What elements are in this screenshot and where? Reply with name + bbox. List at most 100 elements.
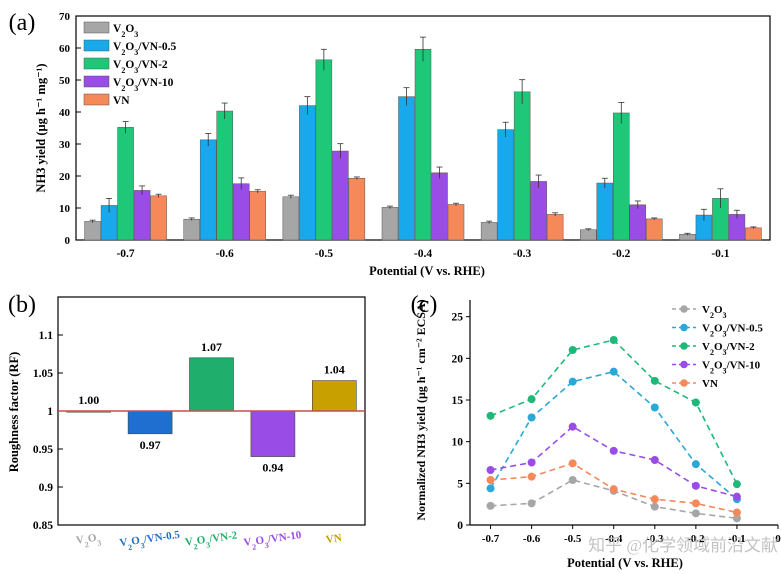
data-point-c [527, 458, 536, 467]
value-label-b: 1.00 [78, 393, 99, 407]
bar-a [530, 181, 547, 241]
data-point-c [691, 460, 700, 469]
data-point-c [732, 508, 741, 517]
data-point-c [568, 422, 577, 431]
bar-a [381, 207, 399, 241]
x-tick-label-a: -0.2 [612, 248, 630, 260]
data-point-c [650, 456, 659, 464]
bar-a [232, 183, 250, 241]
bar-a [480, 222, 498, 241]
x-tick-label-a: -0.3 [513, 248, 531, 260]
data-point-c [732, 492, 741, 501]
x-tick-label-c: -0.4 [605, 533, 623, 545]
x-tick-label-a: -0.1 [711, 248, 729, 260]
y-tick-label-b: 1.1 [39, 330, 54, 342]
bar-a [199, 139, 217, 241]
x-tick-label-c: -0.5 [564, 533, 582, 545]
data-point-c [732, 480, 741, 489]
data-point-c [486, 476, 495, 484]
y-tick-label-c: 15 [452, 395, 464, 407]
x-tick-label-b: V2O3/VN-10 [243, 529, 303, 553]
y-tick-label-b: 0.85 [33, 520, 53, 532]
y-tick-label-b: 0.9 [39, 482, 54, 494]
data-point-c [609, 446, 618, 455]
legend-label-c: VN [702, 378, 718, 390]
panel-label-b: (b) [8, 292, 36, 318]
data-point-c [609, 485, 618, 494]
data-point-c [527, 395, 536, 404]
x-tick-label-c: -0.1 [728, 533, 745, 545]
data-point-c [691, 499, 700, 508]
y-tick-label-c: 5 [457, 478, 463, 490]
data-point-c [486, 484, 495, 493]
y-tick-label-b: 0.95 [33, 444, 53, 456]
bar-a [150, 195, 167, 241]
data-point-c [650, 376, 659, 385]
x-tick-label-a: -0.5 [315, 248, 333, 260]
x-tick-label-a: -0.4 [414, 248, 432, 260]
value-label-b: 0.94 [262, 461, 283, 475]
y-tick-label-c: 25 [452, 312, 464, 324]
y-axis-title-c: Normalized NH3 yield (μg h⁻¹ cm⁻² ECSA) [414, 299, 428, 520]
data-point-c [650, 495, 659, 504]
bar-a [315, 59, 333, 241]
data-point-c [486, 466, 495, 474]
data-point-c [568, 377, 577, 386]
panel-c: (c) 0 5 10 15 20 25 -0.7 -0.6 -0.5 -0.4 -0.3 -0.2 -0.… [411, 292, 782, 570]
y-axis-title-b: Roughness factor (RF) [7, 352, 21, 473]
data-point-c [527, 472, 536, 481]
data-point-c [527, 499, 536, 508]
data-point-c [691, 481, 700, 490]
legend-marker-c [680, 305, 688, 313]
data-point-c [568, 346, 577, 354]
x-tick-label-a: -0.7 [116, 248, 134, 260]
value-label-b: 1.07 [201, 340, 222, 354]
legend-swatch-a [83, 75, 110, 88]
bar-a [596, 182, 614, 241]
y-tick-label-a: 20 [59, 171, 71, 183]
bar-a [299, 105, 316, 241]
x-axis-title-a: Potential (V vs. RHE) [369, 264, 485, 278]
bar-a [398, 96, 415, 241]
data-point-c [609, 336, 618, 344]
bar-b [311, 380, 357, 412]
bar-a [546, 214, 564, 241]
panel-a: (a) 0 10 20 30 40 50 60 70 -0.7 -0.6 -0.5 -0.4 -0.3 -0… [9, 10, 771, 278]
x-tick-label-a: -0.6 [216, 248, 234, 260]
y-tick-label-a: 50 [59, 75, 71, 87]
legend-swatch-a [83, 93, 110, 106]
x-tick-label-c: -0.6 [523, 533, 541, 545]
legend-label-c: V2O3/VN-2 [702, 341, 755, 357]
y-tick-label-c: 10 [452, 437, 464, 449]
bar-a [629, 204, 647, 241]
legend-swatch-a [83, 21, 110, 34]
data-point-c [527, 413, 536, 422]
legend-label-a: VN [113, 95, 130, 107]
bar-a [183, 218, 200, 241]
legend-label-a: V2O3/VN-10 [113, 77, 174, 93]
data-point-c [650, 502, 659, 511]
bar-a [431, 172, 448, 241]
legend-marker-c [680, 323, 688, 332]
legend-label-c: V2O3/VN-0.5 [702, 323, 763, 339]
bar-a [613, 112, 630, 241]
legend-marker-c [680, 360, 688, 369]
x-tick-label-b: VN [325, 532, 342, 546]
legend-label-a: V2O3 [113, 23, 138, 39]
x-tick-label-b: V2O3/VN-0.5 [119, 529, 182, 553]
y-tick-label-a: 40 [59, 107, 71, 119]
bar-a [216, 110, 233, 241]
bar-a [414, 49, 432, 241]
bar-a [497, 129, 514, 241]
x-tick-label-b: V2O3 [75, 531, 101, 550]
legend-label-c: V2O3/VN-10 [702, 360, 761, 376]
legend-marker-c [680, 342, 688, 350]
y-tick-label-c: 0 [457, 520, 463, 532]
x-tick-label-c: 0 [775, 533, 781, 545]
data-point-c [732, 514, 741, 523]
bar-b [127, 410, 173, 435]
y-tick-label-a: 30 [59, 139, 71, 151]
value-label-b: 0.97 [140, 438, 161, 452]
x-tick-label-b: V2O3/VN-2 [184, 529, 239, 552]
